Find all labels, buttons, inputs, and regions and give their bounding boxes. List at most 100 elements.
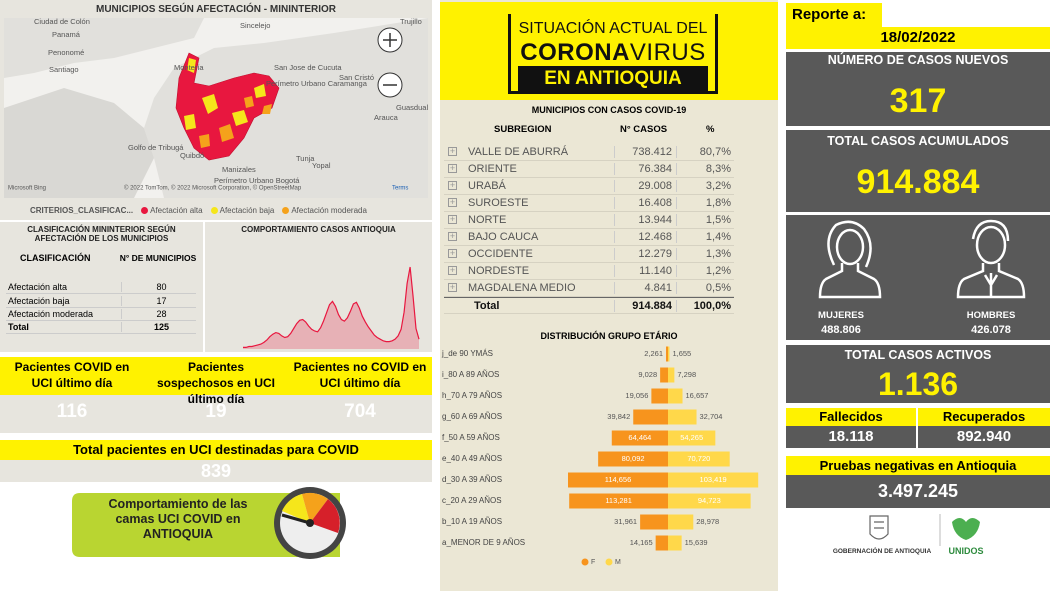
table-row: + ORIENTE 76.384 8,3% — [444, 161, 734, 178]
expand-icon[interactable]: + — [448, 282, 457, 292]
value-label: 14,165 — [630, 538, 653, 547]
recovered-value: 892.940 — [918, 426, 1050, 448]
new-cases-label: NÚMERO DE CASOS NUEVOS — [827, 53, 1009, 67]
expand-icon[interactable]: + — [448, 180, 457, 190]
gauge-mid — [302, 492, 328, 523]
bar — [651, 388, 668, 404]
classification-panel — [0, 222, 203, 352]
cell: URABÁ — [468, 180, 506, 192]
cell: 0,5% — [676, 282, 731, 294]
value-label: 64,464 — [628, 433, 651, 442]
gauge-pivot — [306, 519, 314, 527]
expand-icon[interactable]: + — [448, 231, 457, 241]
antioquia-moderate — [199, 96, 272, 148]
col-header: N° DE MUNICIPIOS — [119, 253, 197, 263]
category-label: h_70 A 79 AÑOS — [442, 391, 502, 400]
bar — [569, 493, 668, 509]
icu-banner[interactable] — [70, 485, 360, 563]
bar — [568, 472, 668, 488]
map-label: Sincelejo — [240, 21, 270, 30]
icu-value: 704 — [344, 401, 376, 422]
zoom-out[interactable] — [377, 72, 403, 98]
total-value: 914.884 — [856, 163, 980, 201]
cell: 12.468 — [614, 231, 674, 243]
value-label: 94,723 — [698, 496, 721, 505]
cell: OCCIDENTE — [468, 248, 533, 260]
cell: NORDESTE — [468, 265, 530, 277]
pyramid-chart: j_de 90 YMÁS 2,261 1,655 i_80 A 89 AÑOS 9,02… — [441, 346, 759, 566]
map-label: Penonomé — [48, 48, 84, 57]
zoom-in[interactable] — [377, 27, 403, 53]
category-label: g_60 A 69 AÑOS — [442, 412, 502, 421]
report-date: 18/02/2022 — [786, 27, 1050, 49]
legend-label: Afectación moderada — [291, 205, 367, 215]
cell: 738.412 — [614, 146, 674, 158]
table-row: + BAJO CAUCA 12.468 1,4% — [444, 229, 734, 246]
land — [4, 88, 154, 198]
unidos-mark — [952, 518, 980, 540]
expand-icon[interactable]: + — [448, 163, 457, 173]
expand-icon[interactable]: + — [448, 265, 457, 275]
report-label: Reporte a: — [786, 3, 882, 27]
table-row: + OCCIDENTE 12.279 1,3% — [444, 246, 734, 263]
category-label: j_de 90 YMÁS — [441, 349, 493, 358]
logo2-text: UNIDOS — [948, 546, 984, 556]
table-row: Afectación moderada 28 — [6, 309, 196, 321]
women-value: 488.806 — [821, 324, 861, 336]
active-value: 1.136 — [877, 366, 959, 402]
antioquia-low — [184, 58, 266, 130]
cell: SUROESTE — [468, 197, 529, 209]
table-row: + NORDESTE 11.140 1,2% — [444, 263, 734, 280]
map[interactable]: Ciudad de Colón Panamá Penonomé Santiago Mon… — [4, 18, 428, 198]
trend-title: COMPORTAMIENTO CASOS ANTIOQUIA — [241, 225, 396, 234]
map-label: Guasdualito — [396, 103, 428, 112]
table-row: Total 914.884 100,0% — [444, 297, 734, 314]
cell: Total — [8, 322, 29, 332]
map-label: Yopal — [312, 161, 331, 170]
header-virus: VIRUS — [629, 39, 706, 66]
antioquia[interactable] — [175, 52, 280, 161]
col-header: SUBREGION — [494, 124, 552, 135]
legend-item: Afectación alta — [141, 205, 203, 215]
cell: 914.884 — [614, 300, 674, 312]
header-frame — [508, 14, 718, 94]
legend-label: Afectación baja — [219, 205, 275, 215]
expand-icon[interactable]: + — [448, 197, 457, 207]
legend-swatch — [210, 206, 218, 214]
municipalities-title: MUNICIPIOS CON CASOS COVID-19 — [531, 105, 687, 115]
cell: 13.944 — [614, 214, 674, 226]
expand-icon[interactable]: + — [448, 146, 457, 156]
value-label: 16,657 — [686, 391, 709, 400]
classification-title: CLASIFICACIÓN MININTERIOR SEGÚN AFECTACI… — [27, 225, 176, 243]
table-row: Total 125 — [6, 322, 196, 334]
bar — [666, 346, 668, 362]
value-label: 15,639 — [685, 538, 708, 547]
cell: MAGDALENA MEDIO — [468, 282, 576, 294]
map-label: Santiago — [49, 65, 79, 74]
map-label: Panamá — [52, 30, 81, 39]
logo1-text: GOBERNACIÓN DE ANTIOQUIA — [832, 548, 932, 555]
bar — [668, 388, 683, 404]
table-row: Afectación alta 80 — [6, 282, 196, 294]
icu-value: 19 — [205, 401, 227, 422]
cell: NORTE — [468, 214, 507, 226]
total-box — [786, 130, 1050, 212]
map-label: Arauca — [374, 113, 399, 122]
expand-icon[interactable]: + — [448, 214, 457, 224]
cell: 17 — [121, 295, 201, 306]
map-attribution: © 2022 TomTom, © 2022 Microsoft Corporat… — [124, 185, 302, 192]
cell: 100,0% — [676, 300, 731, 312]
bar — [598, 451, 668, 467]
legend-item: Afectación moderada — [282, 206, 367, 215]
map-label: Montería — [174, 63, 204, 72]
trend-chart — [243, 266, 420, 349]
category-label: a_MENOR DE 9 AÑOS — [442, 538, 525, 547]
table-row: + URABÁ 29.008 3,2% — [444, 178, 734, 195]
legend-label: Afectación alta — [150, 205, 203, 215]
woman-icon — [818, 220, 882, 299]
bar — [668, 409, 697, 425]
expand-icon[interactable]: + — [448, 248, 457, 258]
table-row: + MAGDALENA MEDIO 4.841 0,5% — [444, 280, 734, 297]
legend-label: M — [615, 559, 621, 566]
